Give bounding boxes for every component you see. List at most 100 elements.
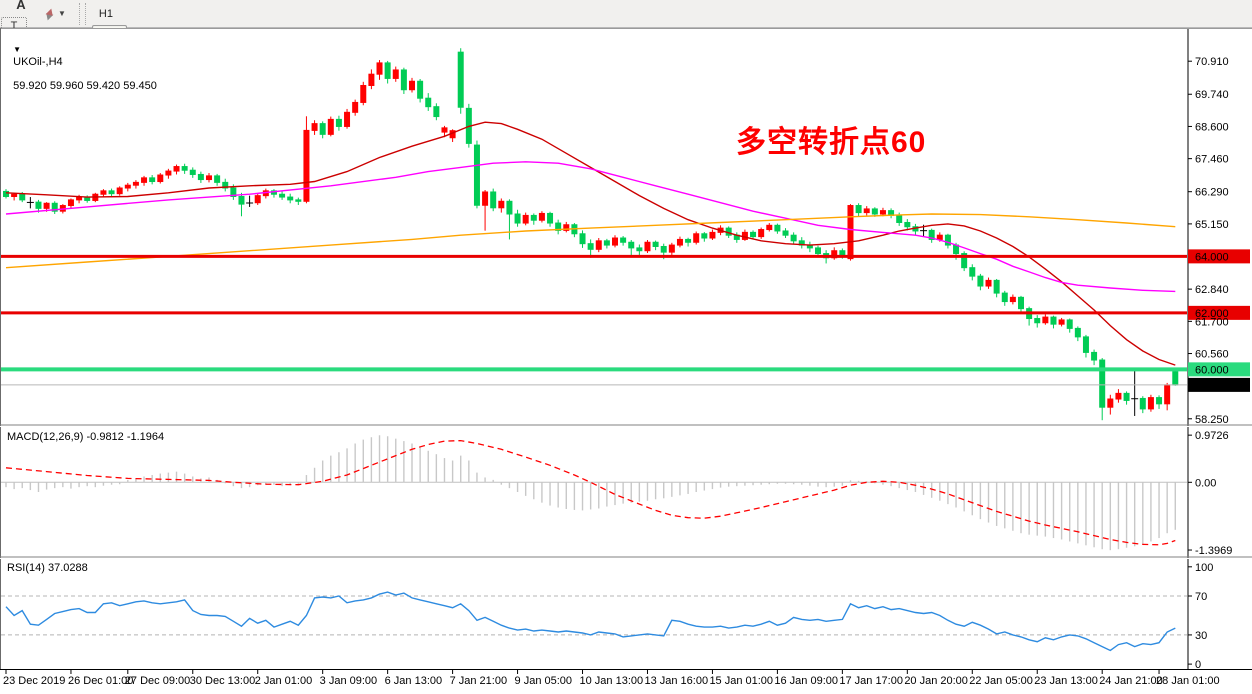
timeframe-button-h1[interactable]: H1 [98, 7, 113, 20]
candle-up [76, 196, 83, 201]
time-axis-label: 15 Jan 01:00 [709, 675, 773, 687]
price-axis-label: 60.560 [1195, 349, 1229, 361]
candle-down [400, 69, 407, 91]
text-label-tool-button[interactable]: A [16, 0, 26, 12]
time-axis-label: 24 Jan 21:00 [1099, 675, 1163, 687]
candle-up [206, 175, 212, 181]
candle-up [766, 224, 773, 231]
candle-up [595, 240, 602, 250]
candle-down [555, 222, 562, 231]
time-axis-label: 23 Jan 13:00 [1034, 675, 1098, 687]
candle-down [1034, 318, 1041, 324]
candle-down [222, 181, 229, 189]
candle-up [522, 214, 529, 224]
macd-axis-label: -1.3969 [1195, 545, 1232, 557]
time-axis-label: 26 Dec 01:00 [68, 675, 133, 687]
candle-up [344, 111, 351, 127]
candle-down [750, 231, 757, 238]
candle-down [425, 97, 432, 108]
candle-down [603, 240, 610, 246]
level-60.000-badge-label: 60.000 [1195, 364, 1229, 376]
arrows-tool-dropdown[interactable]: ▼ [38, 2, 70, 26]
candle-down [181, 166, 188, 171]
candle-up [360, 84, 367, 103]
time-axis-label: 27 Dec 09:00 [125, 675, 190, 687]
candle-down [287, 196, 294, 201]
candle-up [1009, 296, 1016, 303]
candle-down [19, 193, 26, 201]
candle-down [384, 62, 391, 79]
candle-up [644, 241, 651, 252]
candle-down [928, 229, 935, 240]
candle-down [1066, 319, 1073, 329]
time-axis-label: 30 Dec 13:00 [190, 675, 255, 687]
price-axis-label: 65.150 [1195, 219, 1229, 231]
candle-down [1082, 336, 1089, 353]
candle-up [165, 170, 172, 176]
candle-down [3, 190, 9, 197]
candle-down [490, 191, 497, 209]
candle-down [904, 221, 911, 228]
candle-down [774, 224, 781, 232]
candle-down [961, 253, 968, 269]
candle-down [587, 243, 594, 250]
time-axis-label: 9 Jan 05:00 [515, 675, 573, 687]
candle-down [1172, 371, 1179, 386]
candle-down [149, 177, 156, 183]
candle-down [1074, 327, 1081, 338]
candle-up [538, 212, 545, 221]
candle-up [392, 69, 399, 79]
candle-down [1050, 316, 1057, 325]
time-axis-label: 2 Jan 01:00 [255, 675, 313, 687]
candle-down [839, 250, 846, 256]
candle-down [579, 233, 586, 245]
candle-down [855, 205, 862, 214]
time-axis-label: 16 Jan 09:00 [774, 675, 838, 687]
candle-up [612, 237, 618, 246]
time-axis-label: 22 Jan 05:00 [969, 675, 1033, 687]
candle-up [11, 193, 18, 197]
candle-up [709, 231, 716, 239]
candle-up [441, 127, 448, 133]
candle-down [685, 238, 692, 243]
symbol-dropdown-icon[interactable]: ▼ [13, 45, 22, 54]
price-axis-label: 70.910 [1195, 56, 1229, 68]
candle-down [993, 279, 1000, 294]
candle-down [51, 202, 58, 212]
candle-down [335, 118, 342, 127]
chevron-down-icon: ▼ [58, 9, 66, 18]
macd-signal-line [5, 439, 1176, 546]
candle-up [116, 187, 123, 195]
candle-down [35, 201, 42, 209]
candle-up [863, 208, 870, 214]
time-axis-label: 3 Jan 09:00 [320, 675, 378, 687]
time-axis-label: 10 Jan 13:00 [580, 675, 644, 687]
level-62.000-badge [1188, 305, 1250, 320]
candle-up [1147, 397, 1154, 410]
candle-down [457, 51, 464, 108]
candle-down [944, 234, 951, 246]
price-axis-label: 69.740 [1195, 89, 1229, 101]
candle-up [1042, 316, 1049, 324]
candle-up [132, 181, 139, 186]
candle-down [628, 241, 635, 249]
candle-down [506, 200, 513, 215]
time-axis-label: 17 Jan 17:00 [839, 675, 903, 687]
candle-up [1115, 392, 1122, 400]
ma-mid-line [5, 161, 1176, 293]
candle-up [376, 62, 383, 75]
candle-down [514, 213, 521, 224]
candle-up [693, 233, 700, 243]
candle-up [498, 200, 505, 209]
chart-background [0, 28, 1252, 669]
candle-down [969, 267, 976, 277]
candle-down [214, 175, 221, 183]
candle-up [352, 101, 359, 113]
price-axis-label: 67.460 [1195, 154, 1229, 166]
candle-down [620, 237, 627, 243]
candle-up [758, 229, 765, 238]
candle-up [368, 73, 375, 86]
candle-down [319, 123, 326, 135]
candle-down [1139, 397, 1146, 410]
